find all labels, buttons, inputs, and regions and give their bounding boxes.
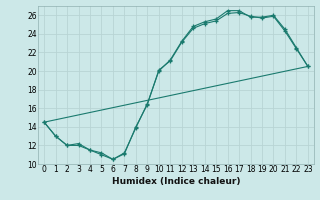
X-axis label: Humidex (Indice chaleur): Humidex (Indice chaleur) [112, 177, 240, 186]
